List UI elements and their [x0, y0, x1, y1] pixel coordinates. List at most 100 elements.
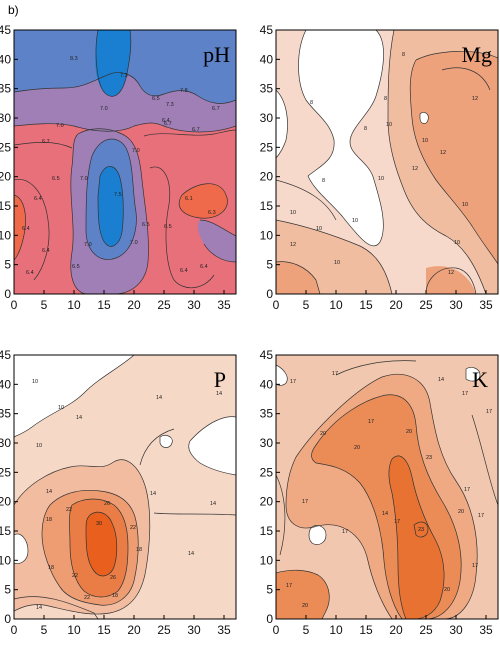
- ph-contour-line-13: [143, 129, 236, 137]
- ph-contour-label-10: 7.3: [166, 102, 174, 108]
- mg-fill-white-left: [276, 90, 288, 158]
- ph-param-label: pH: [203, 42, 230, 67]
- ph-ytick-label: 45: [0, 23, 11, 37]
- p-contour-line-4: [159, 435, 173, 448]
- ph-contour-label-11: 6.5: [152, 96, 160, 102]
- ph-contour-label-8: 8.3: [70, 56, 78, 62]
- mg-fill-white-main: [298, 30, 384, 246]
- p-contour-label-20: 22: [84, 595, 90, 601]
- ph-contour-line-4: [70, 133, 87, 294]
- p-contour-line-8: [85, 511, 118, 577]
- k-contour-label-15: 14: [382, 511, 388, 517]
- ph-contour-label-21: 6.5: [142, 222, 150, 228]
- k-contour-label-19: 17: [286, 583, 292, 589]
- p-ytick-label: 40: [0, 377, 11, 391]
- mg-contour-label-10: 12: [472, 96, 478, 102]
- k-xtick-label: 20: [389, 623, 403, 637]
- p-ytick-label: 45: [0, 348, 11, 362]
- mg-xtick-label: 20: [389, 298, 403, 312]
- p-contour-lines: [14, 355, 236, 619]
- k-axis-ticks: 0 5 10 15 20 25 30 35 0 5 10 15 20 25 30 35 40 45: [260, 348, 493, 637]
- ph-ytick-label: 30: [0, 111, 11, 125]
- ph-ytick-label: 0: [4, 287, 11, 301]
- p-xtick-label: 25: [157, 623, 171, 637]
- k-contour-label-12: 17: [478, 513, 484, 519]
- k-fill-white-3: [276, 365, 288, 386]
- k-contour-label-13: 20: [458, 509, 464, 515]
- k-contour-label-17: 17: [342, 529, 348, 535]
- mg-contour-label-11: 12: [440, 150, 446, 156]
- ph-frame: [13, 29, 237, 295]
- mg-ytick-label: 5: [266, 258, 273, 272]
- k-xtick-label: 25: [419, 623, 433, 637]
- mg-contour-label-17: 10: [334, 260, 340, 266]
- mg-ytick-label: 25: [260, 140, 274, 154]
- k-contour-line-4: [311, 444, 403, 619]
- ph-ytick-label: 10: [0, 228, 11, 242]
- mg-xtick-label: 0: [273, 298, 280, 312]
- p-param-label: P: [214, 367, 226, 392]
- p-contour-label-14: 30: [96, 521, 102, 527]
- mg-contour-label-13: 10: [454, 240, 460, 246]
- p-contour-label-11: 18: [46, 517, 52, 523]
- k-ytick-label: 35: [260, 407, 274, 421]
- mg-contour-label-15: 12: [290, 242, 296, 248]
- mg-fill-l4-bottom: [276, 261, 320, 294]
- p-contour-label-8: 14: [210, 501, 216, 507]
- p-fill-white-top: [14, 355, 134, 437]
- ph-contour-line-2: [14, 72, 236, 104]
- k-ytick-label: 10: [260, 553, 274, 567]
- k-contour-line-10: [413, 521, 429, 538]
- p-contour-line-3: [188, 440, 236, 476]
- ph-contour-line-12: [14, 142, 73, 149]
- k-contour-label-8: 20: [354, 445, 360, 451]
- k-ytick-label: 45: [260, 348, 274, 362]
- k-contour-label-2: 17: [332, 371, 338, 377]
- mg-param-label: Mg: [461, 42, 492, 67]
- ph-contour-line-9: [14, 194, 26, 261]
- k-contour-line-6: [388, 458, 407, 619]
- k-xtick-label: 35: [479, 623, 493, 637]
- ph-fill-low-left: [14, 195, 26, 260]
- p-fill-l6: [86, 512, 117, 576]
- p-contour-line-2: [189, 416, 236, 442]
- p-contour-label-12: 22: [66, 507, 72, 513]
- k-contour-label-4: 17: [462, 391, 468, 397]
- p-contour-label-1: 10: [32, 379, 38, 385]
- mg-contour-label-8: 10: [386, 122, 392, 128]
- p-xtick-label: 0: [11, 623, 18, 637]
- p-contour-label-6: 14: [216, 391, 222, 397]
- ph-contour-label-14: 6.3: [208, 210, 216, 216]
- k-ytick-label: 40: [260, 377, 274, 391]
- p-contour-label-18: 26: [110, 575, 116, 581]
- contour-panel-k: 17 17 14 17 17 17 20 20 20 23 17 17 20 2…: [260, 348, 499, 637]
- ph-fill-highest-top: [95, 30, 131, 97]
- contour-panel-ph: 7.0 7.0 6.7 6.7 6.7 6.7 7.3 8.3 7.8 7.3 …: [0, 23, 237, 312]
- k-contour-line-2: [285, 456, 393, 619]
- p-contour-label-2: 10: [58, 405, 64, 411]
- k-contour-label-21: 20: [444, 587, 450, 593]
- mg-ytick-label: 45: [260, 23, 274, 37]
- p-contour-line-11: [14, 596, 99, 619]
- mg-ytick-label: 0: [266, 287, 273, 301]
- figure-label: b): [8, 3, 19, 17]
- ph-ytick-label: 15: [0, 199, 11, 213]
- ph-ytick-label: 5: [4, 258, 11, 272]
- ph-contour-label-4: 6.7: [192, 127, 200, 133]
- ph-contour-line-6: [97, 166, 124, 247]
- ph-ytick-label: 40: [0, 52, 11, 66]
- ph-contour-label-6: 6.7: [164, 121, 172, 127]
- ph-contour-label-24: 6.4: [26, 270, 34, 276]
- mg-contour-line-11: [441, 67, 491, 91]
- p-contour-line-12: [139, 428, 175, 466]
- ph-ytick-label: 35: [0, 82, 11, 96]
- mg-contour-label-5: 8: [322, 178, 325, 184]
- ph-axis-ticks: 0 5 10 15 20 25 30 35 0 5 10 15 20 25 30 35 40 45: [0, 23, 231, 312]
- ph-contour-label-13: 6.1: [185, 196, 193, 202]
- ph-xtick-label: 30: [187, 298, 201, 312]
- k-xtick-label: 15: [359, 623, 373, 637]
- mg-contour-line-7: [425, 267, 477, 294]
- p-contour-label-5: 14: [156, 395, 162, 401]
- k-contour-line-1: [295, 373, 478, 619]
